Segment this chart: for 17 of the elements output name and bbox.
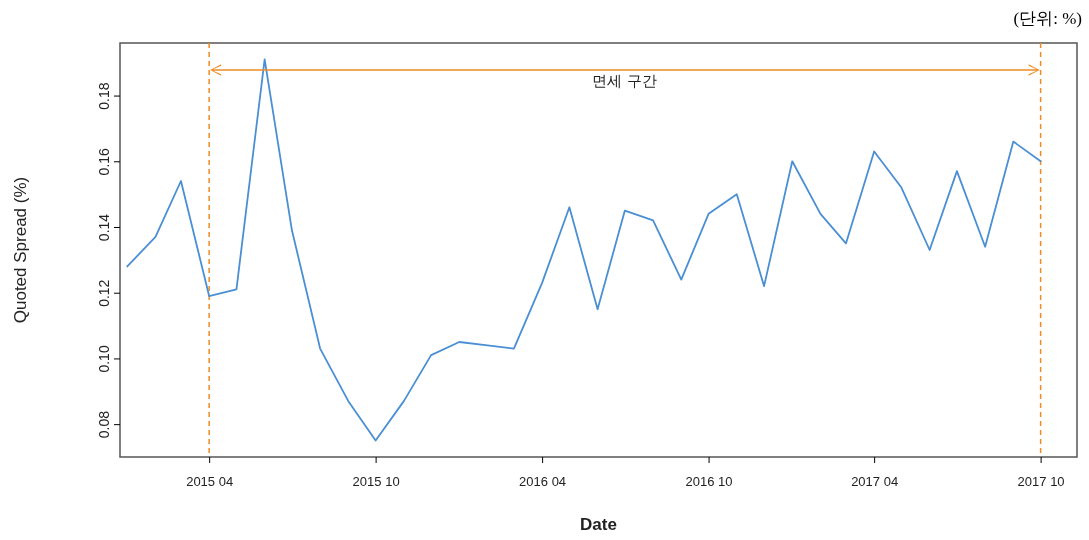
- x-tick-label: 2016 04: [519, 474, 567, 490]
- y-tick-label: 0.10: [95, 345, 112, 373]
- y-tick-label: 0.12: [95, 279, 112, 307]
- text: (단위: %): [1013, 9, 1082, 28]
- x-tick-label: 2015 04: [186, 474, 234, 490]
- x-tick-label: 2017 04: [851, 474, 899, 490]
- y-axis-title: Quoted Spread (%): [11, 176, 30, 324]
- y-tick-label: 0.18: [95, 82, 112, 110]
- x-axis-title: Date: [580, 515, 617, 534]
- x-tick-label: 2015 10: [352, 474, 400, 490]
- y-tick-label: 0.16: [95, 147, 112, 176]
- annotation: 면세 구간: [592, 72, 658, 90]
- x-tick-label: 2017 10: [1017, 474, 1065, 490]
- x-tick-label: 2016 10: [685, 474, 733, 490]
- y-tick-label: 0.14: [95, 213, 112, 242]
- line-series: [126, 58, 1042, 442]
- y-tick-label: 0.08: [95, 410, 112, 439]
